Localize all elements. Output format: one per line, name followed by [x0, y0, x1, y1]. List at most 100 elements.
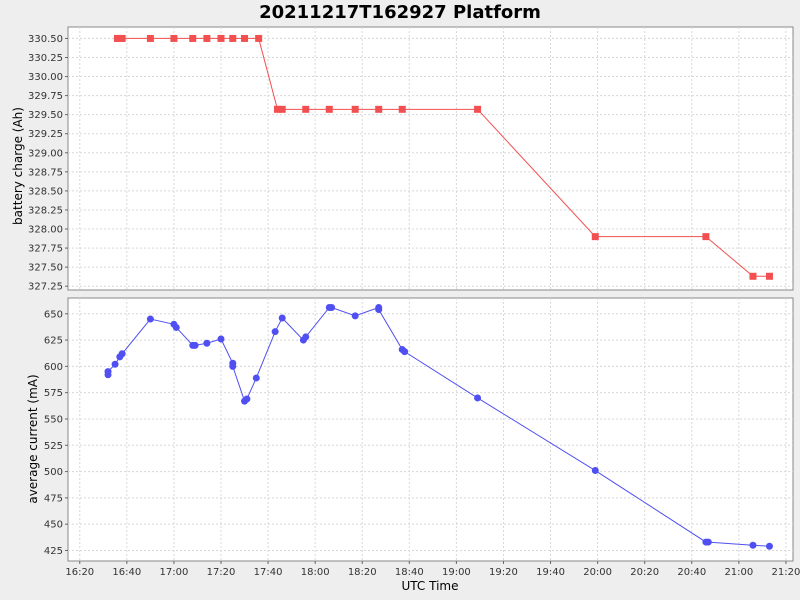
charge-ytick-label-3: 328.00 [28, 225, 63, 236]
charge-point-4 [189, 34, 197, 42]
charge-plot: 327.25 327.50 327.75 328.00 328.25 328.50 328.… [11, 26, 794, 293]
current-point-1 [104, 368, 112, 376]
current-y-ticks: 425 450 475 500 525 550 575 600 625 650 [44, 309, 68, 557]
charge-y-label: battery charge (Ah) [11, 107, 25, 225]
current-point-13 [229, 362, 237, 370]
charge-point-3 [170, 34, 178, 42]
x-tick-label-15: 21:20 [772, 567, 800, 578]
x-tick-label-6: 18:20 [348, 567, 377, 578]
charge-point-2 [146, 34, 154, 42]
charge-point-14 [351, 105, 359, 113]
current-point-4 [118, 350, 126, 358]
charge-gridlines [68, 27, 793, 290]
current-point-23 [351, 312, 359, 320]
charge-ytick-label-0: 327.25 [28, 282, 63, 293]
charge-point-16 [398, 105, 406, 113]
current-point-17 [271, 328, 279, 336]
current-point-28 [474, 394, 482, 402]
charge-point-20 [749, 272, 757, 280]
charge-point-13 [325, 105, 333, 113]
charge-point-12 [302, 105, 310, 113]
charge-point-18 [591, 233, 599, 241]
current-point-18 [278, 314, 286, 322]
current-point-10 [203, 339, 211, 347]
charge-ytick-label-4: 328.25 [28, 205, 63, 216]
charge-point-11 [278, 105, 286, 113]
charge-point-19 [702, 233, 710, 241]
current-point-29 [591, 467, 599, 475]
charge-point-0 [113, 34, 121, 42]
charge-ytick-label-2: 327.75 [28, 244, 63, 255]
x-tick-label-10: 19:40 [536, 567, 565, 578]
current-ytick-label-3: 500 [44, 467, 63, 478]
x-tick-label-12: 20:20 [630, 567, 659, 578]
current-point-27 [401, 348, 409, 356]
current-point-16 [252, 374, 260, 382]
current-gridlines [68, 298, 793, 561]
current-point-5 [146, 315, 154, 323]
current-point-20 [302, 333, 310, 341]
current-point-31 [704, 538, 712, 546]
current-point-7 [172, 323, 180, 331]
charge-ytick-label-9: 329.50 [28, 110, 63, 121]
charge-ytick-label-8: 329.25 [28, 129, 63, 140]
current-series [104, 303, 773, 550]
x-tick-label-2: 17:00 [160, 567, 189, 578]
current-ytick-label-2: 475 [44, 493, 63, 504]
charge-ytick-label-6: 328.75 [28, 167, 63, 178]
charge-point-7 [229, 34, 237, 42]
current-point-32 [749, 541, 757, 549]
current-ytick-label-8: 625 [44, 336, 63, 347]
current-point-11 [217, 335, 225, 343]
current-point-9 [191, 341, 199, 349]
current-plot: 425 450 475 500 525 550 575 600 625 650 average c… [26, 297, 794, 562]
current-plot-area [67, 297, 794, 562]
current-ytick-label-0: 425 [44, 546, 63, 557]
x-tick-label-9: 19:20 [489, 567, 518, 578]
current-point-22 [328, 303, 336, 311]
current-ytick-label-7: 600 [44, 362, 63, 373]
charge-point-10 [273, 105, 281, 113]
current-series-line [107, 306, 770, 547]
current-ytick-label-1: 450 [44, 520, 63, 531]
current-point-2 [111, 360, 119, 368]
charge-point-1 [118, 34, 126, 42]
current-point-25 [375, 306, 383, 314]
x-tick-label-4: 17:40 [254, 567, 283, 578]
current-ytick-label-9: 650 [44, 309, 63, 320]
x-tick-label-14: 21:00 [724, 567, 753, 578]
charge-point-6 [217, 34, 225, 42]
current-ytick-label-4: 525 [44, 441, 63, 452]
current-ytick-label-5: 550 [44, 414, 63, 425]
charge-plot-area [67, 26, 794, 291]
charge-point-21 [765, 272, 773, 280]
x-ticks: 16:20 16:40 17:00 17:20 17:40 18:00 18:20 18:40… [65, 561, 800, 578]
current-point-33 [765, 542, 773, 550]
charge-ytick-label-1: 327.50 [28, 263, 63, 274]
x-tick-label-1: 16:40 [112, 567, 141, 578]
charge-point-9 [255, 34, 263, 42]
charge-ytick-label-11: 330.00 [28, 72, 63, 83]
charge-ytick-label-10: 329.75 [28, 91, 63, 102]
x-tick-label-13: 20:40 [677, 567, 706, 578]
charge-ytick-label-12: 330.25 [28, 53, 63, 64]
charge-y-ticks: 327.25 327.50 327.75 328.00 328.25 328.50 328.… [28, 34, 68, 293]
charge-point-5 [203, 34, 211, 42]
charge-series [113, 34, 773, 280]
x-tick-label-11: 20:00 [583, 567, 612, 578]
charge-point-15 [375, 105, 383, 113]
x-axis-label: UTC Time [402, 579, 459, 593]
current-point-15 [243, 395, 251, 403]
x-tick-label-5: 18:00 [301, 567, 330, 578]
x-tick-label-3: 17:20 [207, 567, 236, 578]
charge-ytick-label-5: 328.50 [28, 186, 63, 197]
charge-point-17 [474, 105, 482, 113]
charge-ytick-label-13: 330.50 [28, 34, 63, 45]
charge-ytick-label-7: 329.00 [28, 148, 63, 159]
current-ytick-label-6: 575 [44, 388, 63, 399]
charge-point-8 [241, 34, 249, 42]
current-y-label: average current (mA) [26, 374, 40, 503]
chart-title: 20211217T162927 Platform [259, 2, 541, 23]
x-tick-label-0: 16:20 [65, 567, 94, 578]
